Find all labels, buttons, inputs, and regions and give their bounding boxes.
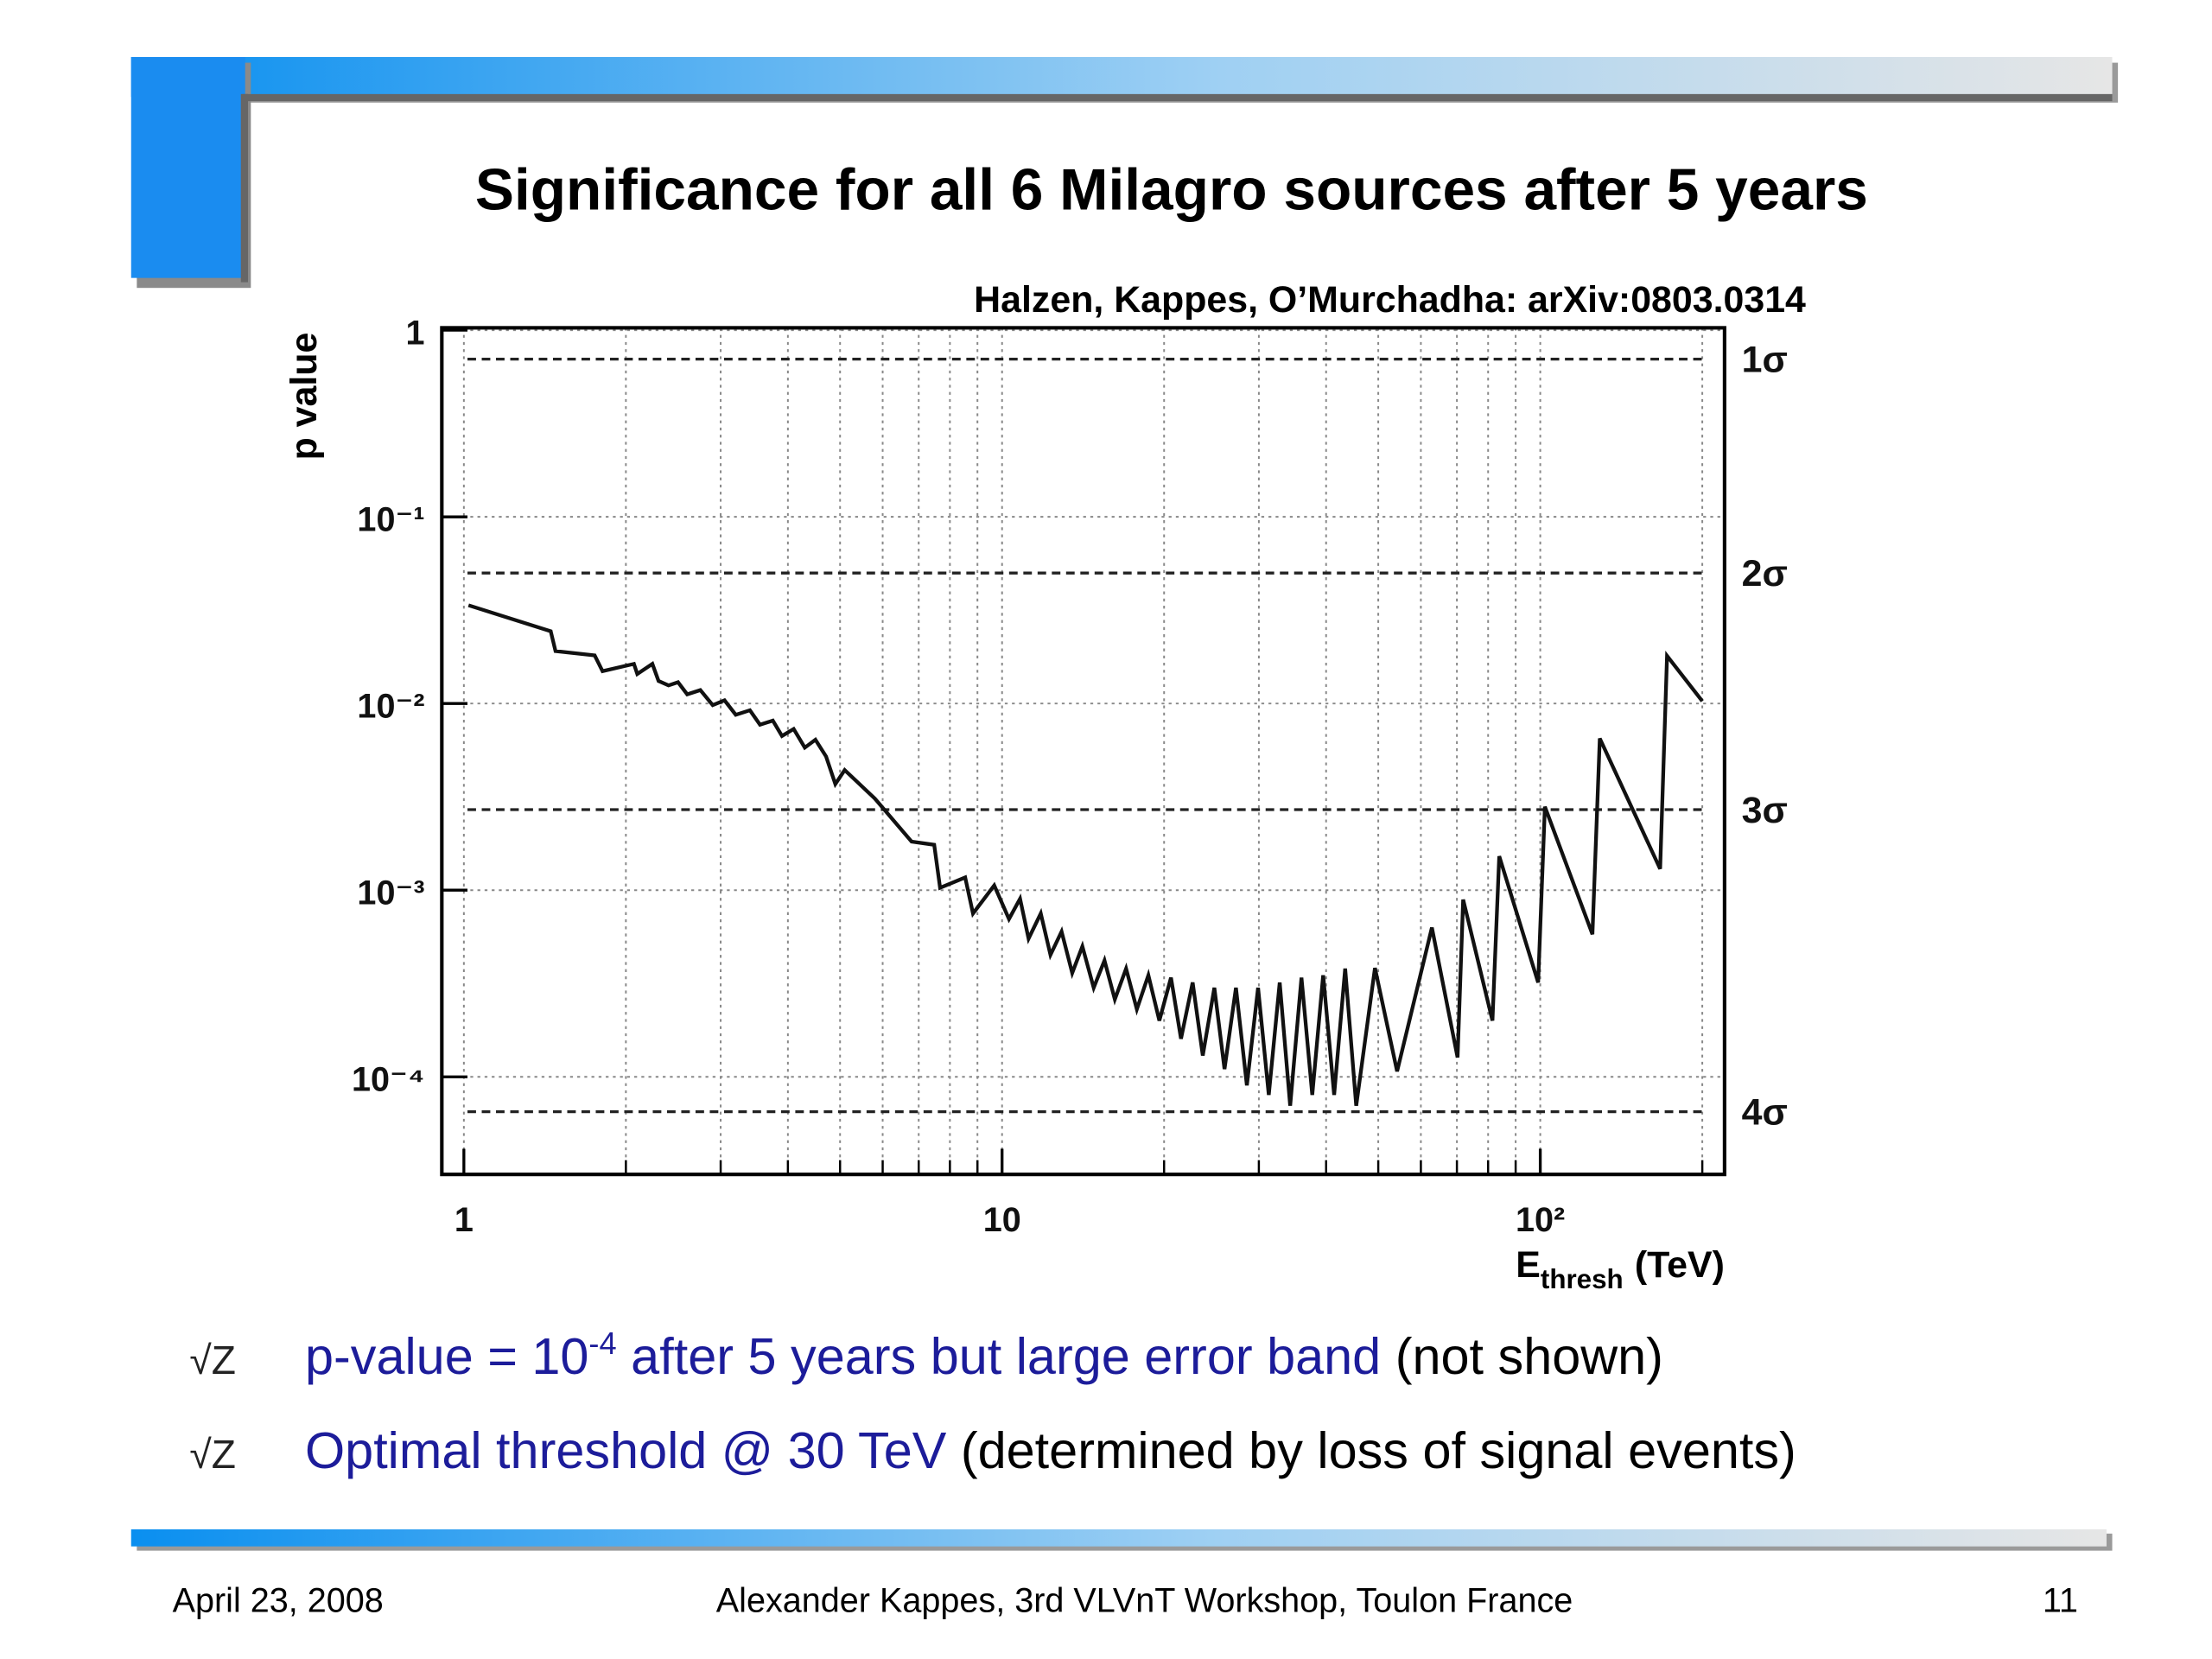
bullet-part: -4 <box>588 1325 616 1361</box>
footer-decoration <box>130 1529 2113 1551</box>
sigma-label: 3σ <box>1742 790 1788 831</box>
bullet-part: Optimal threshold @ 30 TeV <box>305 1421 947 1479</box>
plot: 1 10 10² 1 10⁻¹ 10⁻² 10⁻³ 10⁻⁴ 1σ 2σ 3σ 4σ <box>352 315 1788 1240</box>
bullet-part: (not shown) <box>1381 1327 1663 1385</box>
x-axis-label-main: E <box>1516 1244 1541 1286</box>
bullet-text: p-value = 10-4 after 5 years but large e… <box>305 1325 1663 1385</box>
y-tick-label: 1 <box>406 315 425 353</box>
header-decoration <box>130 56 2119 289</box>
x-tick-label: 1 <box>454 1201 474 1239</box>
bullet-text: Optimal threshold @ 30 TeV (determined b… <box>305 1421 1796 1479</box>
y-tick-label: 10⁻¹ <box>357 501 424 539</box>
plot-frame <box>440 326 1726 1177</box>
x-axis-label-sub: thresh <box>1541 1264 1624 1294</box>
slide-title: Significance for all 6 Milagro sources a… <box>475 157 1868 222</box>
footer-author: Alexander Kappes, 3rd VLVnT Workshop, To… <box>716 1582 1573 1620</box>
sigma-label: 2σ <box>1742 553 1788 594</box>
footer-date: April 23, 2008 <box>173 1582 384 1620</box>
bullet-list: √Z p-value = 10-4 after 5 years but large… <box>189 1325 1796 1479</box>
bullet-marker: √Z <box>189 1432 236 1477</box>
y-axis-label: p value <box>283 333 325 461</box>
x-axis-label-unit: (TeV) <box>1635 1244 1725 1286</box>
sigma-label: 4σ <box>1742 1091 1788 1133</box>
x-axis-label: Ethresh (TeV) <box>1516 1244 1725 1294</box>
bullet-marker: √Z <box>189 1338 236 1382</box>
y-tick-label: 10⁻⁴ <box>352 1061 425 1099</box>
x-tick-label: 10² <box>1516 1201 1565 1239</box>
y-tick-label: 10⁻² <box>357 688 424 726</box>
y-tick-label: 10⁻³ <box>357 874 424 912</box>
bullet-part: (determined by loss of signal events) <box>946 1421 1796 1479</box>
sigma-label: 1σ <box>1742 339 1788 380</box>
data-line <box>467 603 1704 1106</box>
footer-page: 11 <box>2043 1582 2078 1620</box>
bullet-part: after 5 years but large error band <box>617 1327 1382 1385</box>
bullet-part: p-value = 10 <box>305 1327 588 1385</box>
x-tick-label: 10 <box>983 1201 1021 1239</box>
citation: Halzen, Kappes, O’Murchadha: arXiv:0803.… <box>974 279 1806 321</box>
